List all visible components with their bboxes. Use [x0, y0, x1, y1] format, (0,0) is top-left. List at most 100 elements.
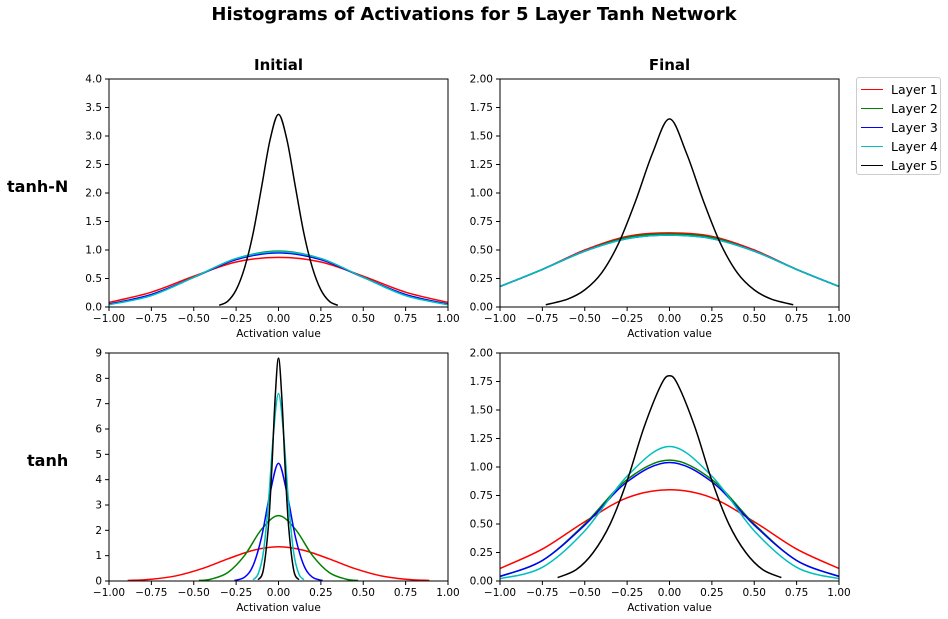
x-axis-label: Activation value: [236, 328, 321, 340]
legend: Layer 1 Layer 2 Layer 3 Layer 4 Layer 5: [856, 77, 941, 175]
figure-title: Histograms of Activations for 5 Layer Ta…: [211, 4, 737, 25]
x-tick-label: 0.25: [309, 587, 332, 599]
x-tick-label: 0.00: [658, 313, 681, 325]
series-line-layer-2: [198, 514, 359, 581]
y-tick-label: 4: [95, 474, 102, 486]
y-tick-label: 2.00: [470, 74, 493, 86]
legend-swatch-layer-1: [861, 89, 883, 90]
series-line-layer-5: [257, 357, 300, 581]
y-tick-label: 1.25: [470, 159, 493, 171]
y-tick-label: 7: [95, 398, 102, 410]
x-tick-label: 0.50: [352, 313, 375, 325]
x-tick-label: 1.00: [827, 587, 850, 599]
axes-frame: [499, 352, 840, 582]
legend-item-layer-2: Layer 2: [861, 99, 938, 118]
y-tick-label: 0: [95, 576, 102, 588]
subplot-tanh-final: −1.00 −0.75 −0.50 −0.25 0.00 0.25 0.50 0.75 1.00…: [470, 348, 851, 615]
legend-label-layer-5: Layer 5: [891, 158, 938, 173]
x-tick-label: −0.25: [611, 313, 643, 325]
legend-item-layer-1: Layer 1: [861, 80, 938, 99]
x-tick-label: −1.00: [93, 313, 125, 325]
series-line-layer-3: [500, 234, 839, 288]
y-tick-label: 5: [95, 449, 102, 461]
series-line-layer-2: [109, 250, 448, 305]
y-tick-label: 8: [95, 373, 102, 385]
x-tick-label: 0.25: [700, 313, 723, 325]
y-tick-label: 1.50: [470, 131, 493, 143]
y-tick-label: 0.00: [470, 302, 493, 314]
x-axis-label: Activation value: [627, 328, 712, 340]
x-tick-label: 0.50: [743, 587, 766, 599]
x-tick-label: 0.00: [658, 587, 681, 599]
y-tick-label: 2.5: [85, 159, 102, 171]
y-tick-label: 2.0: [85, 188, 102, 200]
x-tick-label: −0.50: [569, 587, 601, 599]
subplot-tanh-n-initial: −1.00 −0.75 −0.50 −0.25 0.00 0.25 0.50 0.75 1.0 0…: [85, 74, 459, 341]
x-tick-label: 0.75: [785, 587, 808, 599]
y-tick-label: 0.5: [85, 273, 102, 285]
legend-item-layer-4: Layer 4: [861, 137, 938, 156]
y-tick-label: 1.0: [85, 245, 102, 257]
y-tick-label: 0.50: [470, 245, 493, 257]
y-tick-label: 0.75: [470, 490, 493, 502]
x-tick-label: 0.00: [267, 313, 290, 325]
y-tick-label: 9: [95, 348, 102, 360]
x-tick-label: −0.50: [569, 313, 601, 325]
x-tick-label: 0.50: [743, 313, 766, 325]
y-tick-label: 0.0: [85, 302, 102, 314]
y-tick-label: 0.50: [470, 519, 493, 531]
x-tick-label: −1.00: [484, 587, 516, 599]
y-tick-label: 1.50: [470, 405, 493, 417]
x-tick-label: −0.50: [178, 313, 210, 325]
y-tick-label: 0.00: [470, 576, 493, 588]
series-line-layer-1: [500, 489, 839, 570]
x-tick-label: −0.75: [135, 313, 167, 325]
x-tick-label: −0.50: [178, 587, 210, 599]
x-tick-label: 0.75: [394, 313, 417, 325]
x-tick-label: 1.00: [436, 587, 459, 599]
series-line-layer-4: [500, 234, 839, 288]
y-tick-label: 1.25: [470, 433, 493, 445]
x-axis-label: Activation value: [236, 602, 321, 614]
y-tick-label: 4.0: [85, 74, 102, 86]
series-line-layer-5: [545, 118, 794, 306]
x-tick-label: −0.25: [611, 587, 643, 599]
legend-swatch-layer-2: [861, 108, 883, 109]
y-tick-label: 2.00: [470, 348, 493, 360]
x-tick-label: −1.00: [484, 313, 516, 325]
column-title-initial: Initial: [254, 56, 303, 74]
y-tick-label: 0.75: [470, 216, 493, 228]
x-tick-label: 0.25: [309, 313, 332, 325]
y-tick-label: 0.25: [470, 547, 493, 559]
y-tick-label: 1.5: [85, 216, 102, 228]
series-line-layer-2: [500, 233, 839, 288]
y-tick-label: 3.0: [85, 131, 102, 143]
y-tick-label: 3: [95, 500, 102, 512]
legend-label-layer-3: Layer 3: [891, 120, 938, 135]
x-tick-label: −0.75: [135, 587, 167, 599]
y-tick-label: 1.00: [470, 462, 493, 474]
y-tick-label: 1: [95, 550, 102, 562]
x-axis-label: Activation value: [627, 602, 712, 614]
legend-item-layer-5: Layer 5: [861, 156, 938, 175]
x-tick-label: 0.00: [267, 587, 290, 599]
series-line-layer-5: [218, 113, 339, 306]
series-line-layer-3: [500, 461, 839, 578]
column-title-final: Final: [648, 56, 691, 74]
legend-swatch-layer-3: [861, 127, 883, 128]
y-tick-label: 1.00: [470, 188, 493, 200]
subplot-tanh-initial: −1.00 −0.75 −0.50 −0.25 0.00 0.25 0.50 0.75 1.00…: [93, 348, 460, 615]
series-line-layer-4: [252, 392, 305, 581]
series-line-layer-2: [500, 459, 839, 578]
y-tick-label: 1.75: [470, 376, 493, 388]
series-line-layer-4: [500, 445, 839, 580]
x-tick-label: −0.25: [220, 587, 252, 599]
y-tick-label: 2: [95, 525, 102, 537]
x-tick-label: −0.75: [526, 587, 558, 599]
legend-item-layer-3: Layer 3: [861, 118, 938, 137]
legend-label-layer-2: Layer 2: [891, 101, 938, 116]
x-tick-label: −0.25: [220, 313, 252, 325]
series-line-layer-3: [109, 252, 448, 305]
legend-swatch-layer-4: [861, 146, 883, 147]
x-tick-label: 0.75: [785, 313, 808, 325]
